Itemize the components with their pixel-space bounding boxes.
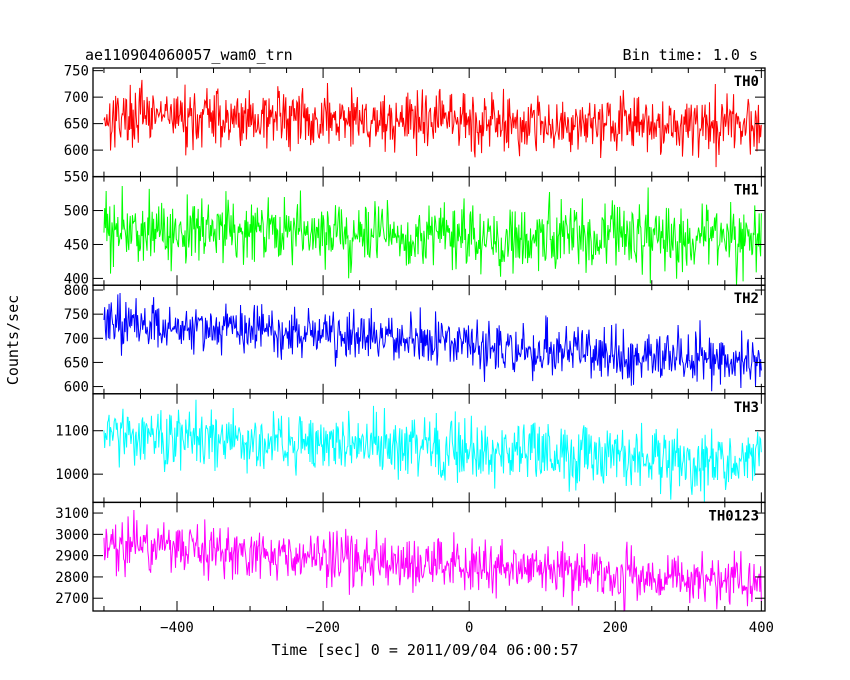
bin-time-label: Bin time: 1.0 s bbox=[623, 46, 758, 64]
y-tick-label: 500 bbox=[64, 204, 89, 220]
y-tick-label: 3000 bbox=[55, 527, 89, 543]
y-tick-label: 700 bbox=[64, 331, 89, 347]
y-tick-label: 600 bbox=[64, 143, 89, 159]
x-tick-label: −200 bbox=[306, 620, 340, 636]
y-tick-label: 400 bbox=[64, 271, 89, 287]
x-axis-label: Time [sec] 0 = 2011/09/04 06:00:57 bbox=[271, 641, 578, 659]
y-tick-label: 650 bbox=[64, 355, 89, 371]
series-line-th1 bbox=[103, 185, 762, 286]
x-tick-label: 0 bbox=[465, 620, 473, 636]
y-tick-label: 800 bbox=[64, 283, 89, 299]
panel-frame bbox=[92, 175, 766, 286]
series-line-th0123 bbox=[103, 510, 762, 612]
y-tick-label: 750 bbox=[64, 64, 89, 80]
y-tick-label: 2700 bbox=[55, 591, 89, 607]
y-tick-label: 650 bbox=[64, 117, 89, 133]
panels: 550 600 650 700 750 TH0 400 450 500 TH1 600 650 700 7… bbox=[55, 64, 774, 636]
series-label-th1: TH1 bbox=[734, 183, 759, 199]
series-label-th0123: TH0123 bbox=[708, 508, 759, 524]
y-tick-label: 450 bbox=[64, 237, 89, 253]
series-line-th3 bbox=[103, 399, 762, 502]
panel-th2: 600 650 700 750 800 TH2 bbox=[64, 283, 766, 396]
series-label-th0: TH0 bbox=[734, 74, 759, 90]
panel-th0123: 2700 2800 2900 3000 3100 TH0123 bbox=[55, 501, 766, 612]
panel-frame bbox=[92, 501, 766, 612]
y-tick-label: 2900 bbox=[55, 549, 89, 565]
series-line-th2 bbox=[103, 293, 762, 392]
panel-th1: 400 450 500 TH1 bbox=[64, 175, 766, 287]
y-tick-label: 700 bbox=[64, 90, 89, 106]
y-tick-label: 600 bbox=[64, 380, 89, 396]
panel-th0: 550 600 650 700 750 TH0 bbox=[64, 64, 766, 186]
y-axis-label: Counts/sec bbox=[4, 295, 22, 385]
series-line-th0 bbox=[103, 79, 762, 168]
y-tick-label: 2800 bbox=[55, 570, 89, 586]
panel-th3: 1000 1100 TH3 bbox=[55, 393, 766, 504]
chart-title: ae110904060057_wam0_trn bbox=[85, 46, 293, 64]
y-tick-label: 750 bbox=[64, 307, 89, 323]
series-label-th3: TH3 bbox=[734, 400, 759, 416]
panel-frame bbox=[92, 393, 766, 504]
y-tick-label: 3100 bbox=[55, 506, 89, 522]
y-tick-label: 550 bbox=[64, 170, 89, 186]
x-tick-label: 200 bbox=[603, 620, 628, 636]
x-tick-label: 400 bbox=[749, 620, 774, 636]
y-tick-label: 1100 bbox=[55, 424, 89, 440]
x-tick-label: −400 bbox=[160, 620, 194, 636]
series-label-th2: TH2 bbox=[734, 291, 759, 307]
y-tick-label: 1000 bbox=[55, 467, 89, 483]
